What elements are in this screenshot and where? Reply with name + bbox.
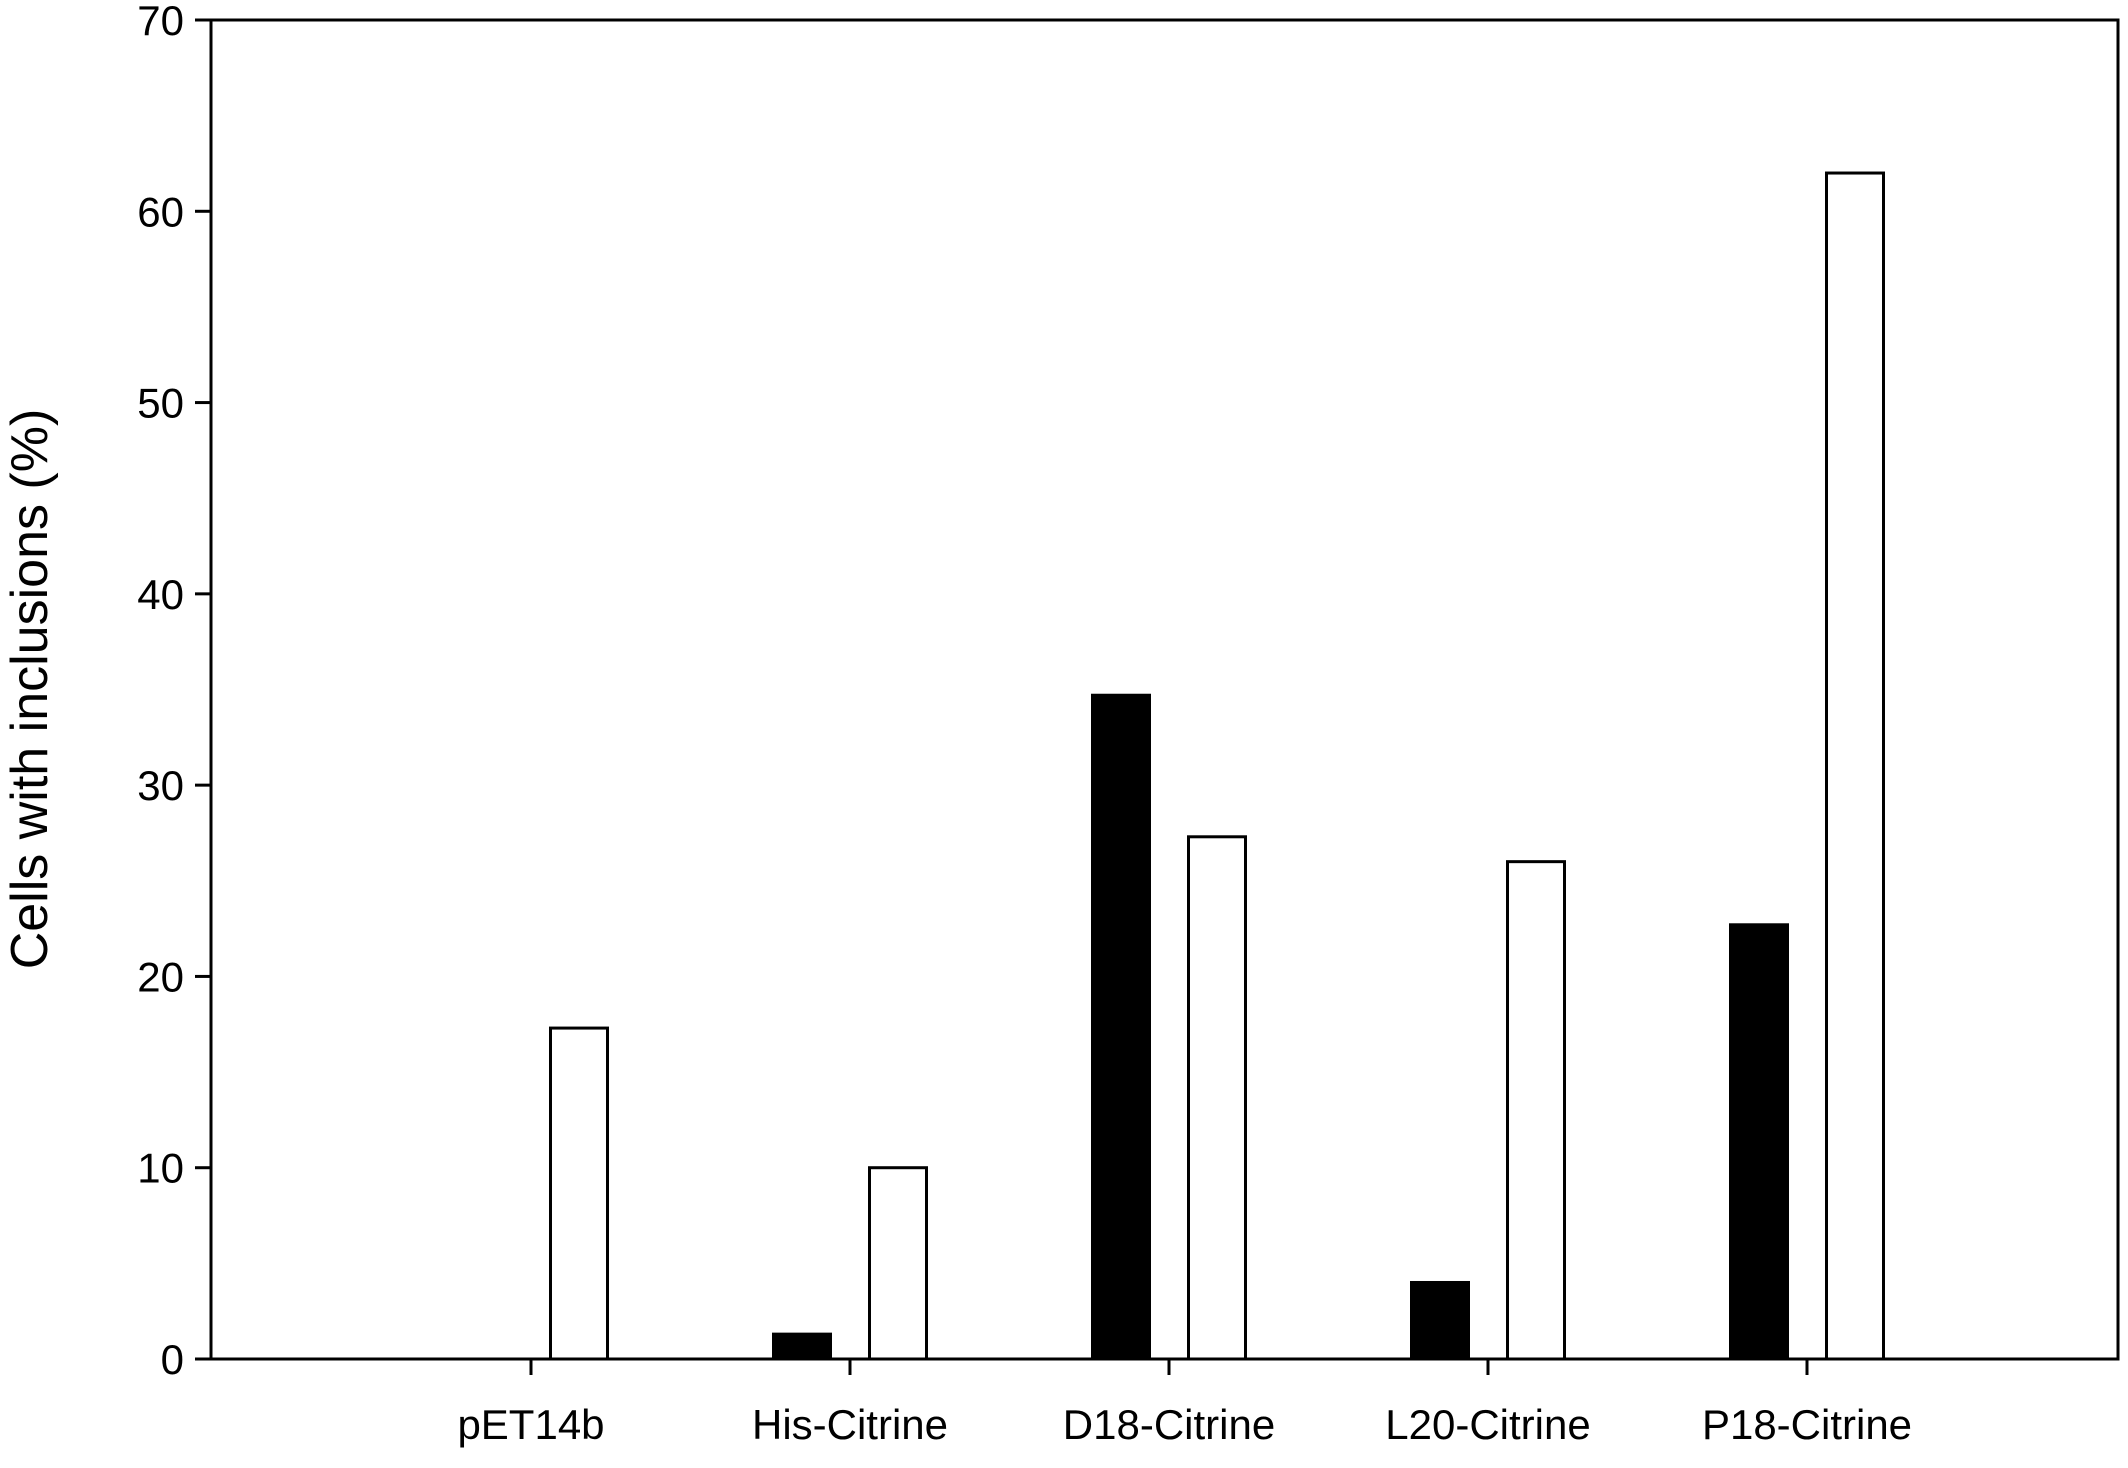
y-tick-label: 0 [161, 1336, 184, 1383]
x-tick-label: L20-Citrine [1385, 1401, 1590, 1448]
y-tick-label: 30 [137, 762, 184, 809]
y-axis-ticks: 0 10 20 30 40 50 60 70 [137, 0, 211, 1383]
bar-black-his-citrine [772, 1332, 832, 1361]
y-tick-label: 60 [137, 188, 184, 235]
bar-white-pet14b [549, 1026, 609, 1361]
x-tick-label: His-Citrine [752, 1401, 948, 1448]
x-tick-label: D18-Citrine [1063, 1401, 1275, 1448]
y-tick-label: 50 [137, 380, 184, 427]
bar-white-his-citrine [868, 1166, 928, 1361]
x-tick-label: pET14b [457, 1401, 604, 1448]
bar-white-d18-citrine [1187, 835, 1247, 1361]
x-axis-ticks: pET14b His-Citrine D18-Citrine L20-Citrine P… [457, 1359, 1912, 1448]
y-tick-label: 70 [137, 0, 184, 44]
y-tick-label: 40 [137, 571, 184, 618]
bar-black-d18-citrine [1091, 693, 1151, 1361]
y-tick-label: 20 [137, 953, 184, 1000]
x-tick-label: P18-Citrine [1702, 1401, 1912, 1448]
plot-frame [209, 18, 2120, 1361]
y-tick-label: 10 [137, 1145, 184, 1192]
bar-black-l20-citrine [1410, 1280, 1470, 1361]
y-axis-label: Cells with inclusions (%) [1, 409, 59, 970]
bar-white-l20-citrine [1506, 860, 1566, 1361]
bar-white-p18-citrine [1825, 171, 1885, 1361]
bar-black-p18-citrine [1729, 923, 1789, 1361]
bars-group [549, 171, 1885, 1361]
